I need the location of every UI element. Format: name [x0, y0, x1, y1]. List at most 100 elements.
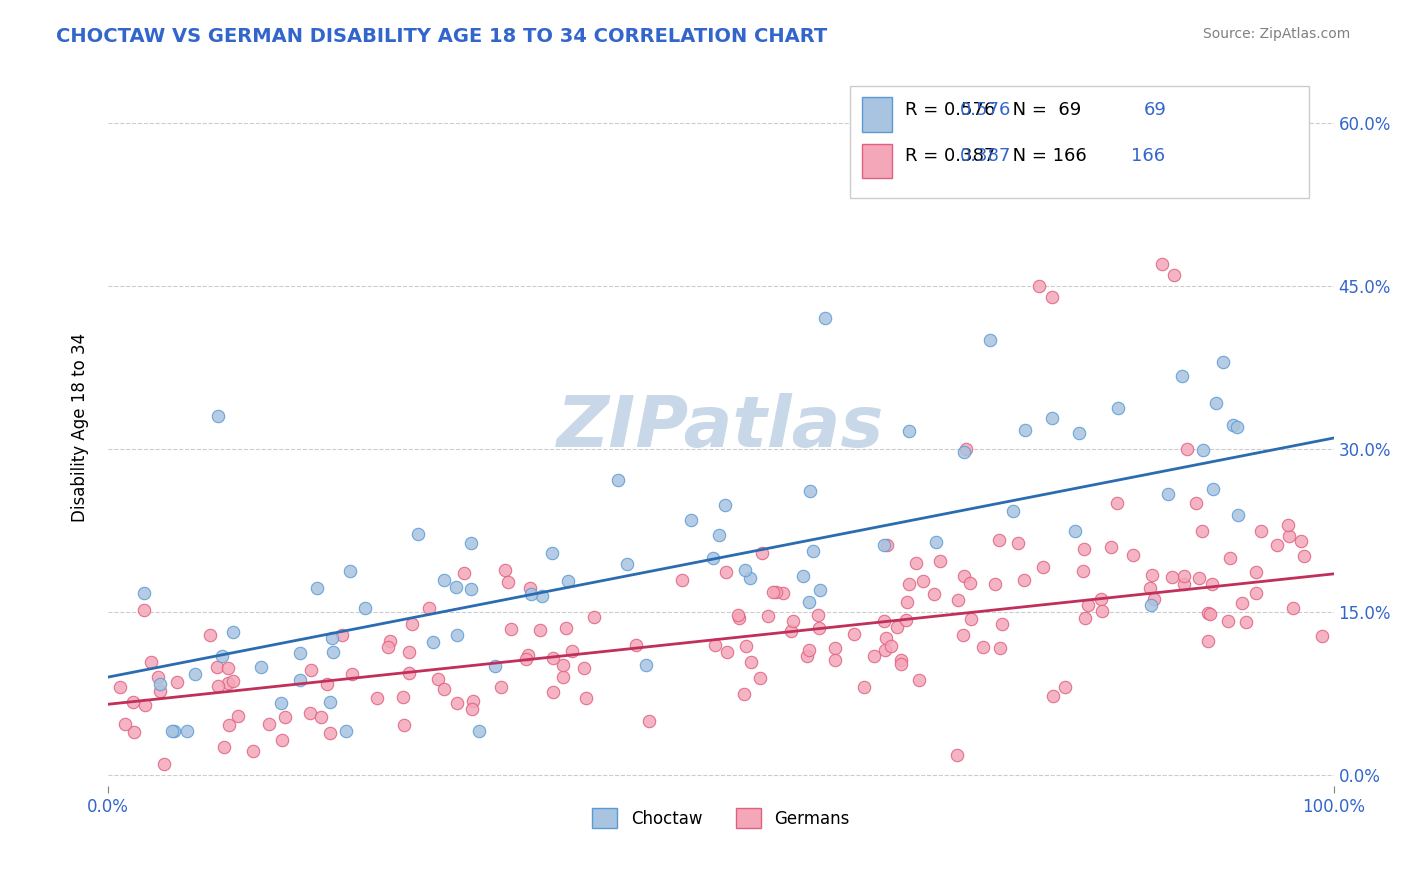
Text: 0.576: 0.576 — [960, 101, 1011, 119]
Point — [988, 641, 1011, 656]
Point — [908, 673, 931, 688]
Point — [873, 614, 896, 628]
Point — [122, 695, 145, 709]
Point — [1310, 629, 1333, 643]
Point — [1002, 504, 1025, 518]
Point — [408, 526, 430, 541]
Point — [734, 563, 756, 577]
Point — [1054, 681, 1077, 695]
Point — [572, 660, 595, 674]
Point — [1090, 592, 1112, 607]
Point — [824, 640, 846, 655]
Text: 166: 166 — [1132, 147, 1166, 165]
Point — [1099, 540, 1122, 554]
Point — [792, 569, 814, 583]
Point — [727, 607, 749, 622]
Point — [626, 638, 648, 652]
Point — [499, 622, 522, 636]
Point — [1042, 689, 1064, 703]
Point — [561, 643, 583, 657]
Point — [1175, 442, 1198, 456]
Point — [925, 535, 948, 549]
Point — [494, 563, 516, 577]
Point — [709, 528, 731, 542]
Point — [288, 646, 311, 660]
Point — [1216, 614, 1239, 628]
Point — [557, 574, 579, 588]
Point — [242, 744, 264, 758]
Point — [484, 659, 506, 673]
Point — [1107, 401, 1129, 416]
Point — [153, 757, 176, 772]
Point — [1139, 582, 1161, 596]
Point — [377, 640, 399, 655]
Point — [110, 681, 132, 695]
Point — [765, 584, 787, 599]
Point — [496, 575, 519, 590]
Point — [876, 538, 898, 552]
Point — [1226, 420, 1249, 434]
Point — [1267, 538, 1289, 552]
Point — [211, 648, 233, 663]
Point — [988, 533, 1011, 548]
Point — [305, 581, 328, 595]
Point — [1191, 442, 1213, 457]
Point — [749, 671, 772, 685]
Point — [952, 445, 974, 459]
Point — [898, 576, 921, 591]
Point — [984, 577, 1007, 591]
Point — [575, 690, 598, 705]
Point — [401, 617, 423, 632]
Point — [853, 680, 876, 694]
Point — [842, 627, 865, 641]
Point — [959, 612, 981, 626]
Point — [132, 586, 155, 600]
Point — [146, 670, 169, 684]
Point — [702, 550, 724, 565]
Point — [1007, 536, 1029, 550]
Point — [797, 595, 820, 609]
Point — [1201, 576, 1223, 591]
Point — [217, 676, 239, 690]
Point — [671, 573, 693, 587]
Point — [1244, 565, 1267, 579]
Point — [418, 600, 440, 615]
Point — [953, 569, 976, 583]
Point — [634, 657, 657, 672]
Point — [1277, 517, 1299, 532]
Point — [582, 610, 605, 624]
Text: 69: 69 — [1143, 101, 1167, 119]
Bar — [862, 144, 893, 178]
Point — [422, 635, 444, 649]
Point — [515, 652, 537, 666]
Point — [1069, 426, 1091, 441]
Point — [1199, 607, 1222, 621]
Point — [460, 536, 482, 550]
Point — [1064, 524, 1087, 539]
Point — [446, 628, 468, 642]
Point — [543, 685, 565, 699]
Point — [1294, 549, 1316, 563]
Point — [460, 582, 482, 597]
Point — [1107, 496, 1129, 510]
Point — [1150, 257, 1173, 271]
Point — [606, 473, 628, 487]
Point — [896, 595, 918, 609]
Point — [270, 733, 292, 747]
Point — [929, 554, 952, 568]
Point — [1091, 604, 1114, 618]
Point — [1032, 560, 1054, 574]
Point — [880, 639, 903, 653]
Point — [162, 724, 184, 739]
Point — [339, 564, 361, 578]
Point — [740, 655, 762, 669]
Point — [322, 645, 344, 659]
Point — [716, 645, 738, 659]
Point — [1163, 268, 1185, 282]
Point — [896, 613, 918, 627]
Point — [433, 681, 456, 696]
Point — [309, 710, 332, 724]
Point — [540, 545, 562, 559]
Point — [751, 546, 773, 560]
Point — [886, 620, 908, 634]
